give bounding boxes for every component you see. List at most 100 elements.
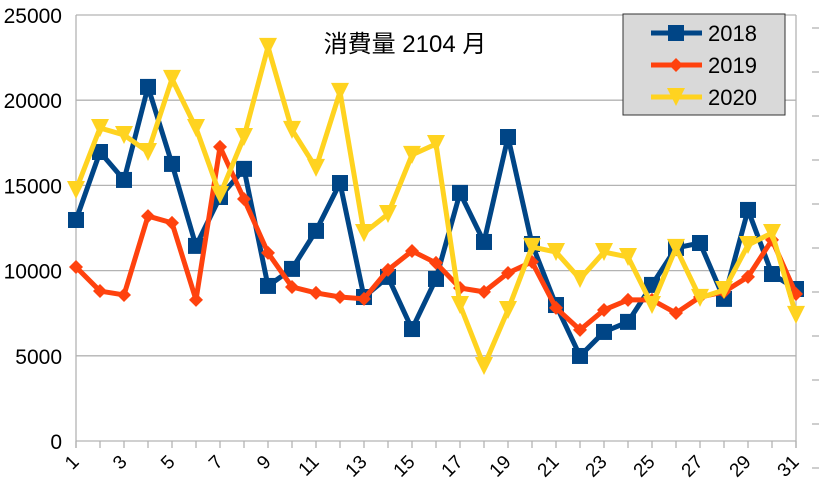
data-point	[236, 160, 252, 177]
data-point	[597, 302, 611, 317]
data-point	[164, 155, 180, 172]
data-point	[572, 347, 588, 364]
data-point	[451, 296, 469, 315]
x-tick-label: 17	[438, 452, 468, 482]
y-tick-label: 0	[50, 431, 62, 454]
x-tick-label: 3	[109, 452, 131, 474]
data-point	[763, 223, 781, 242]
y-tick-label: 5000	[15, 346, 62, 369]
legend-label: 2020	[708, 85, 757, 110]
y-tick-label: 15000	[4, 175, 62, 198]
data-point	[357, 291, 371, 306]
data-point	[669, 306, 683, 321]
y-tick-label: 20000	[4, 90, 62, 113]
data-point	[667, 238, 685, 257]
data-point	[115, 125, 133, 144]
data-point	[91, 118, 109, 137]
data-point	[92, 144, 108, 161]
data-point	[619, 247, 637, 266]
data-point	[116, 171, 132, 188]
data-point	[381, 262, 395, 277]
x-tick-label: 25	[630, 452, 660, 482]
data-point	[787, 305, 805, 324]
legend-item-2018: 2018	[651, 21, 757, 46]
series-2018	[68, 78, 804, 364]
data-point	[477, 284, 491, 299]
x-tick-label: 31	[774, 452, 804, 482]
data-point	[501, 265, 515, 280]
data-point	[595, 243, 613, 262]
data-point	[189, 292, 203, 307]
series-2020	[67, 37, 805, 376]
legend-marker	[669, 58, 683, 72]
x-tick-label: 7	[205, 452, 227, 474]
chart-title: 消費量 2104 月	[324, 31, 487, 58]
x-tick-label: 29	[726, 452, 756, 482]
data-point	[308, 222, 324, 239]
data-point	[309, 285, 323, 300]
data-point	[764, 266, 780, 283]
data-point	[93, 284, 107, 299]
data-point	[140, 78, 156, 95]
data-point	[139, 143, 157, 162]
data-point	[691, 288, 709, 307]
series-line	[74, 144, 799, 333]
data-point	[405, 244, 419, 259]
legend-marker	[668, 25, 684, 41]
legend: 2018 2019 2020	[622, 13, 786, 116]
legend-marker	[667, 88, 685, 106]
data-point	[403, 145, 421, 164]
data-point	[283, 120, 301, 139]
x-tick-label: 1	[61, 452, 83, 474]
data-point	[620, 313, 636, 330]
x-tick-label: 5	[157, 452, 179, 474]
data-point	[117, 287, 131, 302]
data-point	[500, 129, 516, 146]
data-point	[67, 181, 85, 200]
data-point	[213, 139, 227, 154]
legend-label: 2018	[708, 21, 757, 46]
data-point	[547, 243, 565, 262]
data-point	[355, 223, 373, 242]
data-point	[644, 276, 660, 293]
data-point	[261, 245, 275, 260]
data-point	[188, 237, 204, 254]
data-point	[476, 233, 492, 250]
series-layer	[67, 37, 805, 376]
legend-item-2020: 2020	[651, 85, 757, 110]
data-point	[284, 260, 300, 277]
data-point	[404, 321, 420, 338]
data-point	[621, 292, 635, 307]
data-point	[475, 357, 493, 376]
data-point	[379, 205, 397, 224]
data-point	[571, 269, 589, 288]
data-point	[332, 175, 348, 192]
x-tick-label: 9	[253, 452, 275, 474]
data-point	[549, 300, 563, 315]
legend-item-2019: 2019	[651, 53, 757, 78]
data-point	[499, 300, 517, 319]
data-point	[235, 128, 253, 147]
x-tick-label: 11	[295, 452, 324, 481]
data-point	[163, 69, 181, 88]
data-point	[741, 269, 755, 284]
series-line	[73, 84, 798, 359]
data-point	[237, 192, 251, 207]
legend-label: 2019	[708, 53, 757, 78]
data-point	[333, 290, 347, 305]
data-point	[739, 236, 757, 255]
data-point	[573, 322, 587, 337]
data-point	[428, 270, 444, 287]
data-point	[260, 277, 276, 294]
x-tick-label: 23	[582, 452, 612, 482]
data-point	[187, 118, 205, 137]
data-point	[141, 209, 155, 224]
data-point	[331, 82, 349, 101]
data-point	[211, 185, 229, 204]
y-tick-label: 10000	[4, 261, 62, 284]
data-point	[165, 215, 179, 230]
x-tick-label: 19	[486, 452, 516, 482]
y-tick-label: 25000	[4, 5, 62, 28]
